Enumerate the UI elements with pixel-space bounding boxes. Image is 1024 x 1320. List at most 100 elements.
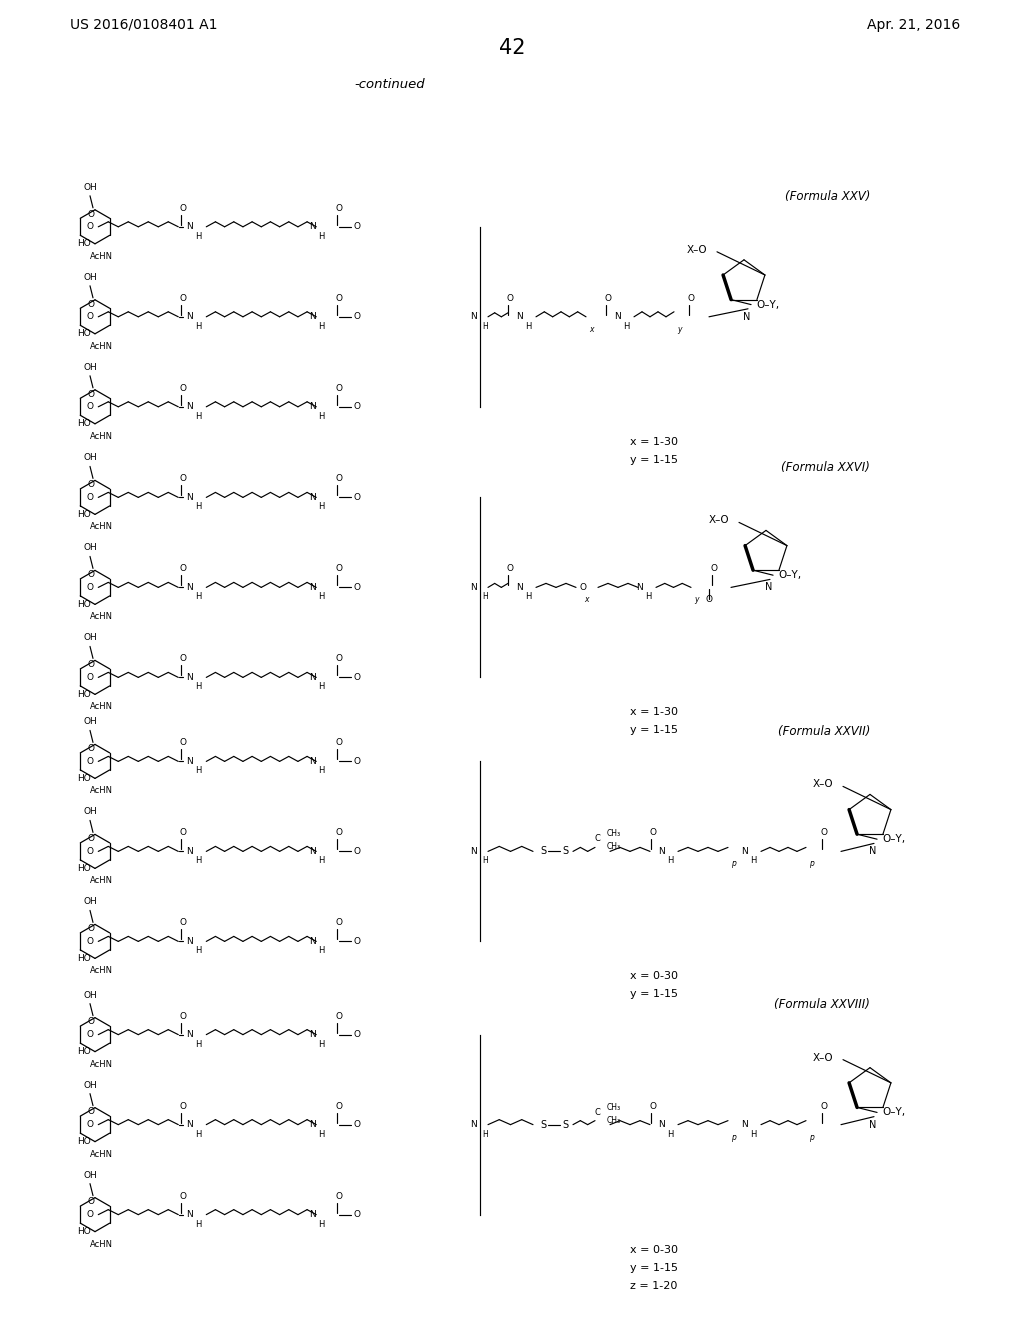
Text: N: N (186, 1210, 194, 1220)
Text: OH: OH (83, 634, 97, 643)
Text: N: N (470, 313, 477, 321)
Text: H: H (750, 857, 756, 866)
Text: N: N (658, 847, 665, 855)
Text: p: p (809, 1133, 814, 1142)
Text: O: O (87, 210, 94, 219)
Text: O: O (579, 583, 586, 591)
Text: O: O (711, 565, 718, 573)
Text: X–O: X–O (812, 1052, 833, 1063)
Text: N: N (186, 847, 194, 855)
Text: p: p (731, 1133, 736, 1142)
Text: N: N (186, 756, 194, 766)
Text: N: N (309, 756, 316, 766)
Text: X–O: X–O (686, 244, 707, 255)
Text: y: y (677, 325, 682, 334)
Text: O: O (353, 313, 360, 321)
Text: N: N (186, 583, 194, 591)
Text: H: H (645, 593, 651, 602)
Text: HO: HO (77, 954, 91, 962)
Text: O: O (180, 829, 186, 837)
Text: O: O (87, 389, 94, 399)
Text: N: N (869, 1119, 877, 1130)
Text: H: H (750, 1130, 756, 1139)
Text: x = 1-30: x = 1-30 (630, 437, 678, 446)
Text: O: O (353, 847, 360, 855)
Text: N: N (309, 1121, 316, 1129)
Text: O: O (86, 673, 93, 682)
Text: O: O (86, 1210, 93, 1220)
Text: H: H (482, 1130, 487, 1139)
Text: N: N (309, 1210, 316, 1220)
Text: N: N (186, 1030, 194, 1039)
Text: H: H (318, 1130, 325, 1139)
Text: N: N (741, 847, 748, 855)
Text: H: H (196, 1130, 202, 1139)
Text: x = 0-30: x = 0-30 (630, 972, 678, 981)
Text: O: O (87, 570, 94, 579)
Text: S: S (562, 846, 568, 857)
Text: (Formula XXVII): (Formula XXVII) (777, 725, 870, 738)
Text: O: O (649, 829, 656, 837)
Text: H: H (667, 1130, 673, 1139)
Text: OH: OH (83, 453, 97, 462)
Text: H: H (525, 593, 531, 602)
Text: O: O (353, 1121, 360, 1129)
Text: OH: OH (83, 808, 97, 816)
Text: N: N (309, 492, 316, 502)
Text: y = 1-15: y = 1-15 (630, 455, 678, 465)
Text: O: O (336, 1011, 343, 1020)
Text: O: O (180, 655, 186, 664)
Text: H: H (318, 1040, 325, 1048)
Text: x = 1-30: x = 1-30 (630, 708, 678, 717)
Text: H: H (196, 503, 202, 511)
Text: H: H (482, 322, 487, 331)
Text: N: N (636, 583, 643, 591)
Text: O: O (180, 203, 186, 213)
Text: H: H (318, 232, 325, 240)
Text: O: O (507, 565, 513, 573)
Text: H: H (318, 946, 325, 956)
Text: US 2016/0108401 A1: US 2016/0108401 A1 (70, 18, 217, 32)
Text: OH: OH (83, 273, 97, 281)
Text: O: O (353, 403, 360, 412)
Text: Apr. 21, 2016: Apr. 21, 2016 (866, 18, 961, 32)
Text: S: S (540, 846, 546, 857)
Text: N: N (309, 1030, 316, 1039)
Text: AcHN: AcHN (90, 432, 113, 441)
Text: HO: HO (77, 239, 91, 248)
Text: H: H (525, 322, 531, 331)
Text: H: H (196, 767, 202, 775)
Text: N: N (516, 583, 523, 591)
Text: N: N (614, 313, 621, 321)
Text: N: N (470, 583, 477, 591)
Text: H: H (196, 857, 202, 866)
Text: N: N (309, 673, 316, 682)
Text: O: O (507, 294, 513, 302)
Text: O: O (87, 660, 94, 669)
Text: CH₃: CH₃ (607, 829, 622, 838)
Text: O: O (87, 1018, 94, 1027)
Text: O: O (336, 474, 343, 483)
Text: z = 1-20: z = 1-20 (630, 1280, 677, 1291)
Text: H: H (196, 412, 202, 421)
Text: O: O (87, 480, 94, 490)
Text: O: O (86, 222, 93, 231)
Text: N: N (309, 583, 316, 591)
Text: S: S (562, 1119, 568, 1130)
Text: x = 0-30: x = 0-30 (630, 1245, 678, 1254)
Text: OH: OH (83, 1171, 97, 1180)
Text: O: O (336, 738, 343, 747)
Text: O: O (86, 583, 93, 591)
Text: H: H (196, 322, 202, 331)
Text: OH: OH (83, 363, 97, 372)
Text: H: H (318, 857, 325, 866)
Text: y = 1-15: y = 1-15 (630, 726, 678, 735)
Text: O: O (180, 565, 186, 573)
Text: O: O (649, 1102, 656, 1110)
Text: H: H (318, 682, 325, 692)
Text: O: O (336, 565, 343, 573)
Text: N: N (309, 313, 316, 321)
Text: AcHN: AcHN (90, 702, 113, 711)
Text: H: H (318, 767, 325, 775)
Text: N: N (309, 937, 316, 946)
